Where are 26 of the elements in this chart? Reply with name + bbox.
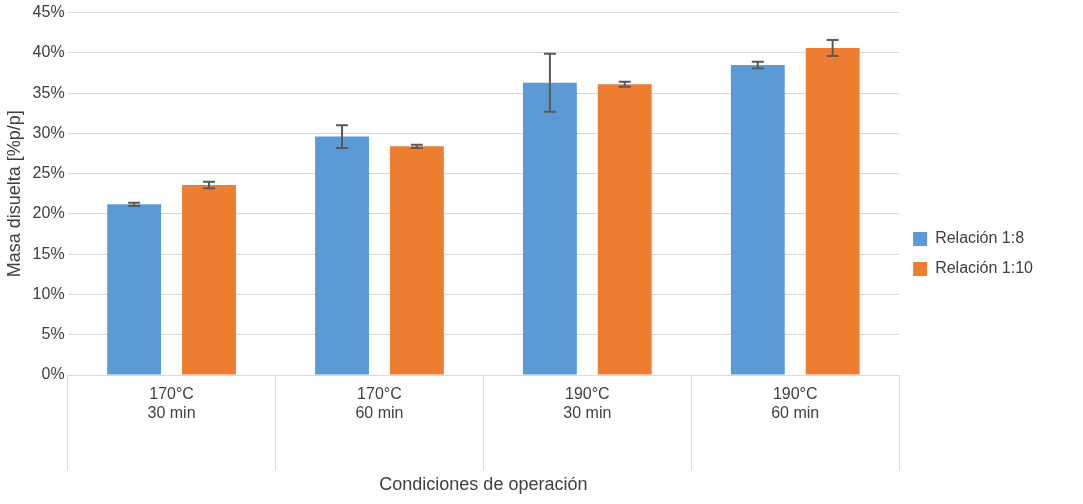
y-tick-label: 10% (32, 284, 65, 302)
x-tick-label: 190°C 60 min (771, 385, 820, 422)
y-tick-label: 5% (41, 325, 65, 343)
legend-label: Relación 1:10 (935, 259, 1034, 277)
x-tick-label: 170°C 30 min (147, 385, 196, 422)
y-tick-label: 0% (41, 365, 65, 383)
bar (107, 204, 162, 375)
bar (597, 84, 652, 375)
x-axis-title: Condiciones de operación (379, 474, 588, 495)
y-tick-label: 15% (32, 244, 65, 262)
bar (522, 82, 577, 375)
y-tick-label: 40% (32, 43, 65, 61)
y-tick-label: 20% (32, 204, 65, 222)
y-tick-label: 45% (32, 3, 65, 21)
y-tick-label: 30% (32, 123, 65, 141)
y-axis-title: Masa disuelta [%p/p] (3, 110, 24, 278)
bar (389, 146, 444, 375)
bar (805, 48, 860, 375)
bar (315, 136, 369, 375)
x-tick-label: 170°C 60 min (355, 385, 404, 422)
y-tick-label: 25% (32, 164, 65, 182)
legend-label: Relación 1:8 (935, 229, 1025, 247)
bar (182, 184, 236, 375)
y-tick-label: 35% (32, 83, 65, 101)
x-tick-label: 190°C 30 min (563, 385, 612, 422)
bar (730, 64, 785, 375)
